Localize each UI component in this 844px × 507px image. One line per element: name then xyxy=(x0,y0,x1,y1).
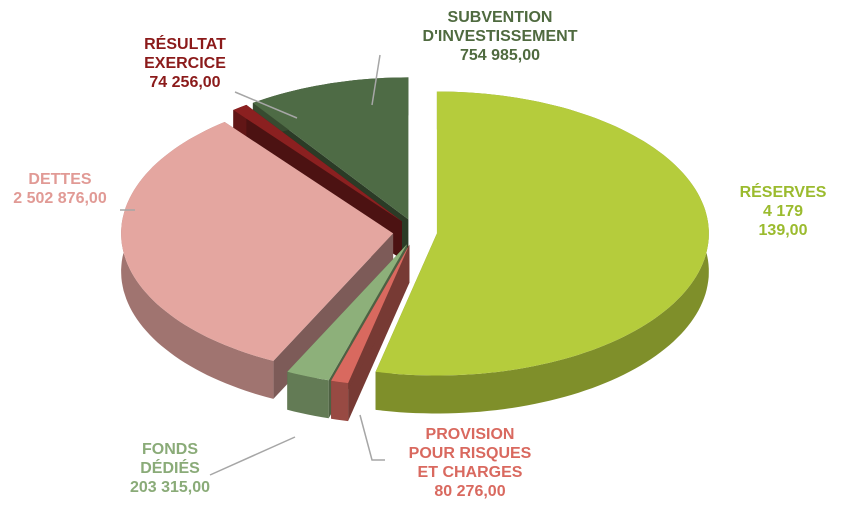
leader-line xyxy=(371,54,381,106)
slice-top xyxy=(121,122,394,361)
value-label: 80 276,00 xyxy=(434,483,506,500)
value-label: 203 315,00 xyxy=(129,479,211,496)
value-label: 2 502 876,00 xyxy=(13,190,107,207)
leader-line xyxy=(234,91,298,119)
slice-label: RÉSULTAT EXERCICE 74 256,00 xyxy=(144,35,226,92)
category-label: FONDS DÉDIÉS xyxy=(140,441,200,477)
value-label: 754 985,00 xyxy=(459,47,541,64)
slice-top xyxy=(252,77,409,220)
category-label: PROVISION POUR RISQUES ET CHARGES xyxy=(408,426,532,481)
slice-label: RÉSERVES 4 179 139,00 xyxy=(740,183,827,240)
category-label: RÉSERVES xyxy=(739,184,827,201)
category-label: RÉSULTAT EXERCICE xyxy=(144,36,226,72)
slice-label: PROVISION POUR RISQUES ET CHARGES 80 276,… xyxy=(409,425,532,501)
slice xyxy=(121,122,394,399)
slice-side xyxy=(331,380,349,422)
slice-label: SUBVENTION D'INVESTISSEMENT 754 985,00 xyxy=(423,8,578,65)
slice-label: DETTES 2 502 876,00 xyxy=(13,170,106,208)
slice-top xyxy=(375,91,709,376)
value-label: 4 179 139,00 xyxy=(758,203,808,239)
slice-side xyxy=(375,91,709,414)
category-label: SUBVENTION D'INVESTISSEMENT xyxy=(422,9,578,45)
slice-side xyxy=(287,371,329,419)
leader-line xyxy=(209,436,296,476)
slice-top xyxy=(287,244,407,381)
slice xyxy=(375,91,709,414)
slice-top xyxy=(331,244,410,384)
category-label: DETTES xyxy=(28,171,92,188)
value-label: 74 256,00 xyxy=(149,74,221,91)
slice-top xyxy=(233,104,402,222)
leader-line xyxy=(359,414,385,461)
slice xyxy=(331,244,410,422)
slice-label: FONDS DÉDIÉS 203 315,00 xyxy=(130,440,210,497)
